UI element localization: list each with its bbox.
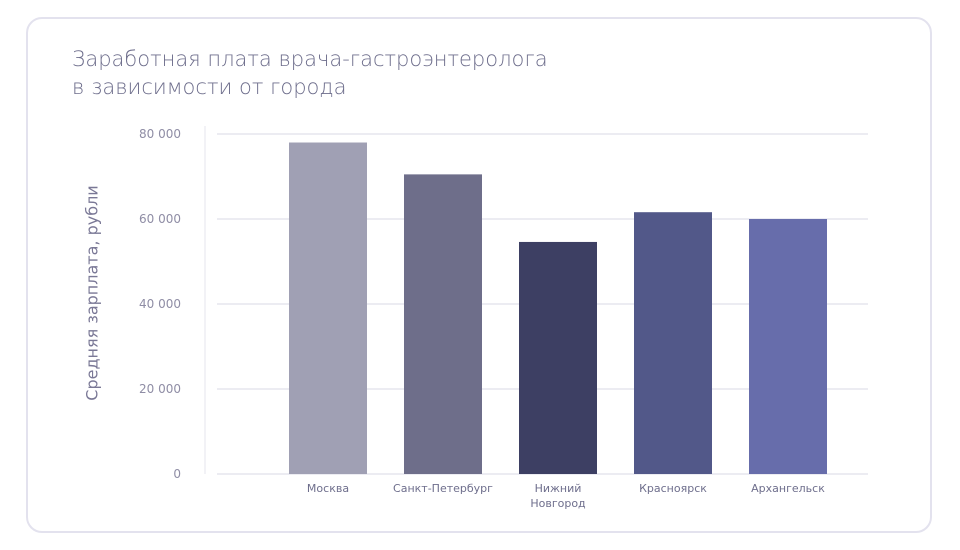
bar [404, 174, 482, 474]
y-tick-label: 80 000 [139, 127, 181, 141]
x-tick-label: Новгород [530, 497, 586, 510]
bar [519, 241, 597, 474]
x-tick-label: Красноярск [639, 482, 707, 495]
x-tick-label: Санкт-Петербург [393, 482, 493, 495]
y-tick-label: 20 000 [139, 382, 181, 396]
x-tick-label: Москва [307, 482, 349, 495]
y-tick-label: 40 000 [139, 297, 181, 311]
chart-title-line: в зависимости от города [72, 75, 347, 99]
bar [289, 142, 367, 474]
x-tick-label: Архангельск [751, 482, 825, 495]
chart-title: Заработная плата врача-гастроэнтеролога … [72, 45, 548, 101]
x-tick-label: Нижний [535, 482, 582, 495]
bar [634, 212, 712, 474]
y-tick-label: 60 000 [139, 212, 181, 226]
chart-title-line: Заработная плата врача-гастроэнтеролога [72, 47, 548, 71]
chart-card [26, 17, 932, 533]
bar [749, 219, 827, 474]
y-tick-label: 0 [173, 467, 181, 481]
